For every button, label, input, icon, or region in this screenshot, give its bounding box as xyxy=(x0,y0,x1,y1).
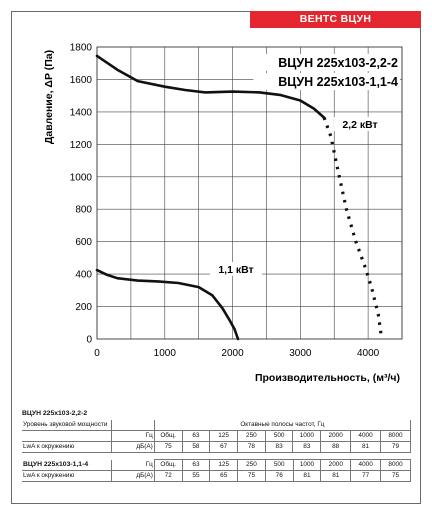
series-label-1-1kw-bg xyxy=(209,262,263,276)
x-tick-label: 4000 xyxy=(357,348,380,359)
table-cell: 8000 xyxy=(380,459,411,471)
legend-entry-bg xyxy=(253,54,400,71)
table-cell: 500 xyxy=(264,430,294,442)
table-2-freq-unit: Гц xyxy=(111,459,155,471)
table-cell: 75 xyxy=(380,470,411,482)
table-cell: 77 xyxy=(350,470,382,482)
legend-entry-bg xyxy=(253,73,400,90)
table-cell: 79 xyxy=(379,441,412,453)
table-cell: 58 xyxy=(181,441,211,453)
table-cell: 500 xyxy=(264,459,294,471)
sound-table-1: Уровень звуковой мощности Октавные полос… xyxy=(22,420,412,453)
table-cell: 8000 xyxy=(379,430,412,442)
table-cell: 83 xyxy=(292,441,322,453)
table-cell: 72 xyxy=(153,470,183,482)
table-cell: 4000 xyxy=(350,430,381,442)
chart-ticks: 0 200 400 600 800 1000 1200 1400 1600 1800 0 1000 20… xyxy=(70,43,380,360)
y-tick-label: 1000 xyxy=(70,172,93,183)
table-cell: 250 xyxy=(237,430,266,442)
table-cell: 78 xyxy=(237,441,266,453)
chart-curves xyxy=(95,54,384,341)
table-cell: 4000 xyxy=(350,459,382,471)
table-cell: 1000 xyxy=(292,459,322,471)
table-cell: 88 xyxy=(320,441,352,453)
performance-chart: 0 200 400 600 800 1000 1200 1400 1600 1800 0 1000 20… xyxy=(43,43,403,384)
y-tick-label: 1800 xyxy=(70,43,93,54)
x-tick-label: 2000 xyxy=(221,348,244,359)
table-cell: 125 xyxy=(209,430,238,442)
y-tick-label: 0 xyxy=(86,335,92,346)
sound-tables: ВЦУН 225х103-2,2-2 Уровень звуковой мощн… xyxy=(22,408,412,482)
series-line-2-solid xyxy=(95,268,240,341)
x-axis-label: Производительность, (м³/ч) xyxy=(255,372,400,384)
table-cell: 250 xyxy=(237,459,266,471)
table-cell: 63 xyxy=(181,430,211,442)
table-cell: 76 xyxy=(264,470,294,482)
table-cell: Общ. xyxy=(153,459,183,471)
table-cell: 2000 xyxy=(320,459,352,471)
table-1-value-row: LwA к окружению дБ(А) 75 58 67 78 83 83 … xyxy=(22,441,412,453)
series-line-1-dotted xyxy=(322,117,384,340)
table-1-freq-row: Гц Общ. 63 125 250 500 1000 2000 4000 80… xyxy=(22,430,412,442)
chart-labels: Давление, ΔP (Па) Производительность, (м³… xyxy=(43,50,400,384)
table-2-value-row: LwA к окружению дБ(А) 72 55 65 75 76 81 … xyxy=(22,470,411,482)
table-cell: 125 xyxy=(209,459,239,471)
y-tick-label: 1200 xyxy=(70,140,93,151)
table-cell: 81 xyxy=(320,470,352,482)
table-cell: 2000 xyxy=(320,430,352,442)
table-2-freq-row: ВЦУН 225х103-1,1-4 Гц Общ. 63 125 250 50… xyxy=(22,459,411,471)
sound-table-2: ВЦУН 225х103-1,1-4 Гц Общ. 63 125 250 50… xyxy=(22,459,411,482)
table-cell: 81 xyxy=(350,441,381,453)
x-tick-label: 3000 xyxy=(289,348,312,359)
table-1-header-row: Уровень звуковой мощности Октавные полос… xyxy=(22,420,412,431)
table-cell: 63 xyxy=(181,459,211,471)
table-cell: 1000 xyxy=(292,430,322,442)
table-1-header-label: Уровень звуковой мощности xyxy=(22,420,113,431)
y-tick-label: 600 xyxy=(75,237,92,248)
brand-badge: ВЕНТС ВЦУН xyxy=(250,11,421,28)
series-label-2-2kw: 2,2 кВт xyxy=(342,119,377,131)
x-tick-label: 1000 xyxy=(154,348,177,359)
table-1-title: ВЦУН 225х103-2,2-2 xyxy=(22,410,88,417)
series-line-1-solid xyxy=(95,54,326,119)
plot-frame xyxy=(96,46,403,340)
series-label-1-1kw: 1,1 кВт xyxy=(218,264,253,276)
table-1-row-label: LwA к окружению xyxy=(22,441,113,453)
y-tick-label: 800 xyxy=(75,205,92,216)
table-cell: 67 xyxy=(209,441,238,453)
table-cell: 75 xyxy=(237,470,266,482)
table-1-bands-label: Октавные полосы частот, Гц xyxy=(153,420,412,431)
table-cell: 55 xyxy=(181,470,211,482)
table-cell: 83 xyxy=(264,441,294,453)
table-1-value-unit: дБ(А) xyxy=(111,441,155,453)
series-label-2-2kw-bg xyxy=(333,117,387,131)
y-tick-label: 1600 xyxy=(70,75,93,86)
y-axis-label: Давление, ΔP (Па) xyxy=(43,50,55,144)
table-cell: 81 xyxy=(292,470,322,482)
table-cell: 65 xyxy=(209,470,239,482)
legend-entry: ВЦУН 225х103-2,2-2 xyxy=(278,56,398,70)
table-2-row-label: LwA к окружению xyxy=(22,470,113,482)
table-1-freq-unit: Гц xyxy=(111,430,155,442)
y-tick-label: 1400 xyxy=(70,107,93,118)
table-2-value-unit: дБ(А) xyxy=(111,470,155,482)
y-tick-label: 400 xyxy=(75,270,92,281)
table-2-title: ВЦУН 225х103-1,1-4 xyxy=(22,459,113,471)
legend-entry: ВЦУН 225х103-1,1-4 xyxy=(278,75,398,89)
table-cell: Общ. xyxy=(153,430,183,442)
x-tick-label: 0 xyxy=(94,348,100,359)
table-cell: 75 xyxy=(153,441,183,453)
sheet-frame xyxy=(11,11,421,504)
y-tick-label: 200 xyxy=(75,302,92,313)
